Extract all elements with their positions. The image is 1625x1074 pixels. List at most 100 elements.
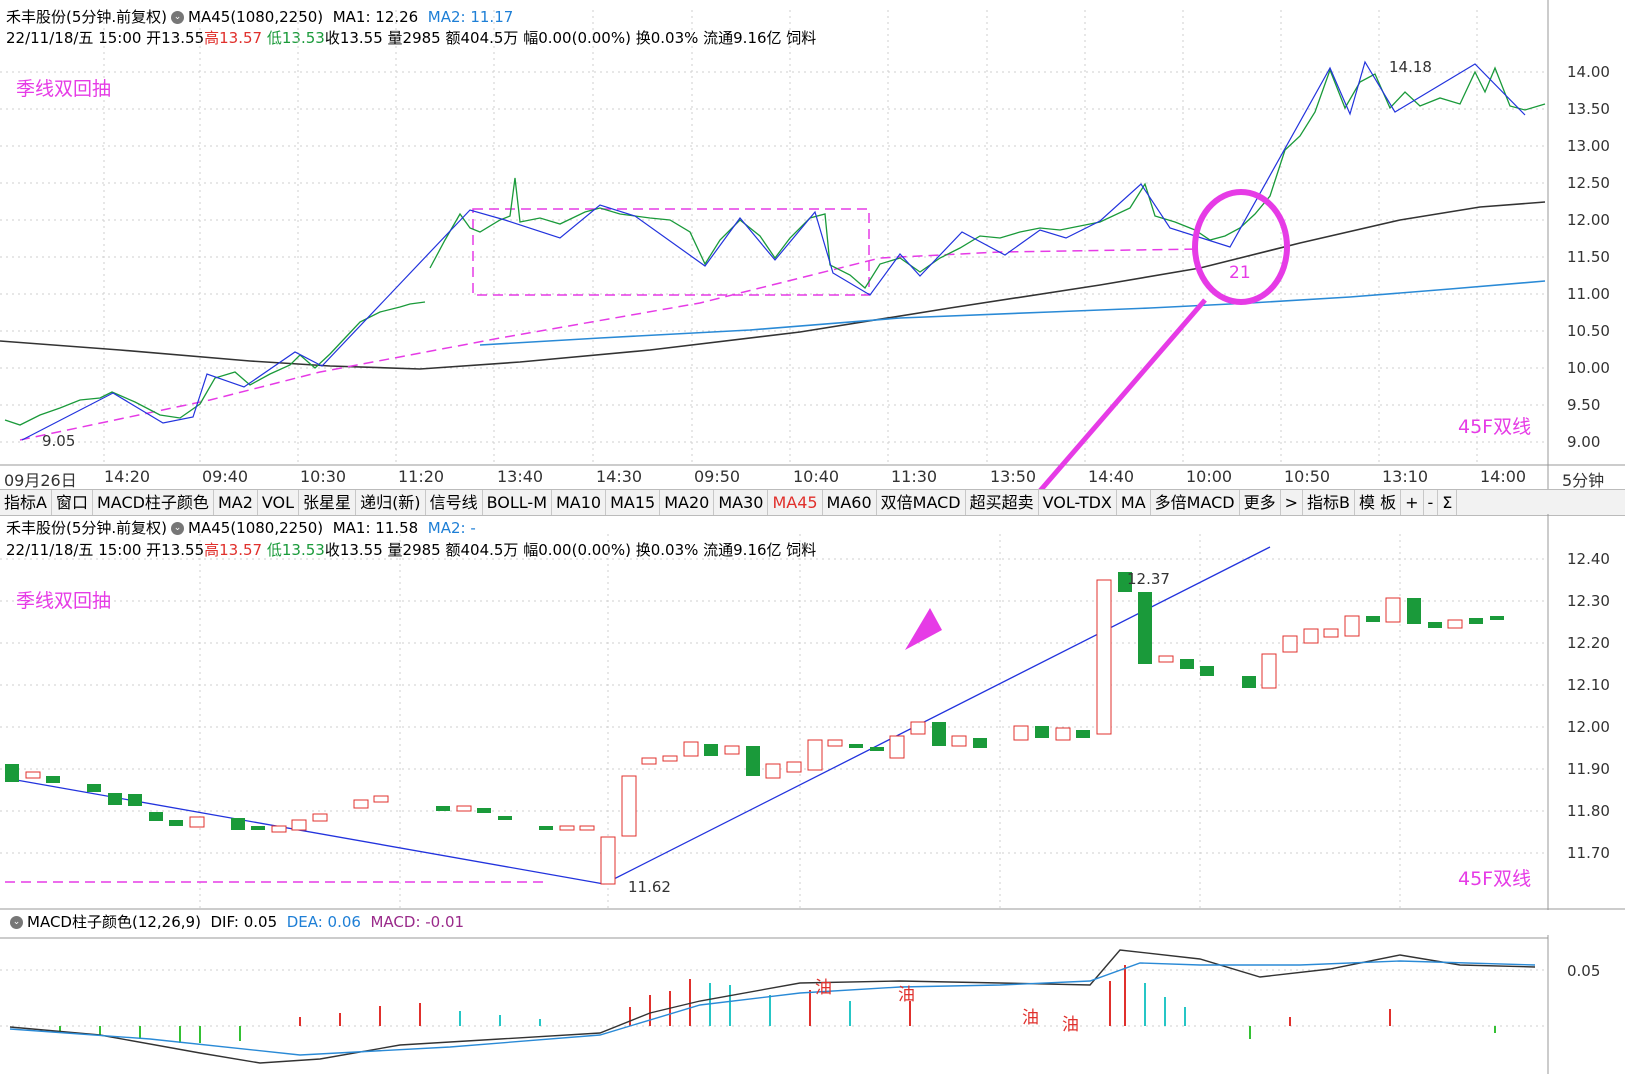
panel2-quote-prefix: 22/11/18/五 15:00 开13.55 — [6, 541, 205, 559]
toolbar-item[interactable]: VOL — [258, 490, 300, 515]
price-label: 11.80 — [1567, 802, 1610, 820]
price-label: 12.00 — [1567, 718, 1610, 736]
indicator-toolbar: 指标A 窗口 MACD柱子颜色 MA2 VOL 张星星 递归(新) 信号线 BOLL-M MA10… — [0, 489, 1625, 516]
price-label: 11.00 — [1567, 285, 1610, 303]
time-label: 09:50 — [694, 467, 741, 486]
toolbar-item[interactable]: 指标B — [1303, 490, 1356, 515]
panel1-annotation-left: 季线双回抽 — [16, 78, 112, 100]
panel2-chart[interactable] — [0, 514, 1625, 910]
price-label: 12.00 — [1567, 211, 1610, 229]
macd-value: MACD: -0.01 — [370, 913, 465, 931]
price-label: 14.00 — [1567, 63, 1610, 81]
macd-dea: DEA: 0.06 — [286, 913, 361, 931]
price-label: 10.50 — [1567, 322, 1610, 340]
oil-mark: 油 — [815, 978, 832, 998]
time-label: 14:20 — [104, 467, 151, 486]
dropdown-icon[interactable]: ⌄ — [10, 916, 23, 929]
price-label: 12.20 — [1567, 634, 1610, 652]
price-label: 12.10 — [1567, 676, 1610, 694]
panel1-high-marker: 14.18 — [1389, 58, 1432, 76]
price-label: 11.70 — [1567, 844, 1610, 862]
toolbar-item[interactable]: 双倍MACD — [877, 490, 966, 515]
toolbar-item[interactable]: MA30 — [714, 490, 769, 515]
panel1-high: 高13.57 — [204, 29, 263, 47]
time-label: 14:40 — [1088, 467, 1135, 486]
price-label: 9.50 — [1567, 396, 1601, 414]
panel1-low: 低13.53 — [266, 29, 325, 47]
panel1-header-line2: 22/11/18/五 15:00 开13.55高13.57 低13.53收13.… — [6, 28, 816, 48]
panel2-high-marker: 12.37 — [1127, 570, 1170, 588]
price-label: 12.50 — [1567, 174, 1610, 192]
price-label: 11.90 — [1567, 760, 1610, 778]
macd-dif: DIF: 0.05 — [210, 913, 278, 931]
macd-chart[interactable] — [0, 935, 1625, 1074]
panel1-annotation-right: 45F双线 — [1458, 416, 1532, 438]
oil-mark: 油 — [898, 985, 915, 1005]
panel2-header-line1: 禾丰股份(5分钟.前复权) ⌄ MA45(1080,2250) MA1: 11.58… — [6, 518, 476, 538]
toolbar-item[interactable]: MA15 — [606, 490, 661, 515]
toolbar-item[interactable]: > — [1281, 490, 1304, 515]
time-label: 10:50 — [1284, 467, 1331, 486]
toolbar-item[interactable]: MACD柱子颜色 — [93, 490, 214, 515]
time-label: 13:40 — [497, 467, 544, 486]
oil-mark: 油 — [1022, 1008, 1039, 1028]
toolbar-item[interactable]: MA20 — [660, 490, 715, 515]
panel2-quote-suffix: 收13.55 量2985 额404.5万 幅0.00(0.00%) 换0.03%… — [324, 541, 817, 559]
price-label: 9.00 — [1567, 433, 1601, 451]
panel2-low-marker: 11.62 — [628, 878, 671, 896]
panel2-high: 高13.57 — [204, 541, 263, 559]
macd-price-label: 0.05 — [1567, 962, 1601, 980]
toolbar-item[interactable]: 信号线 — [426, 490, 483, 515]
dropdown-icon[interactable]: ⌄ — [171, 11, 185, 24]
toolbar-item[interactable]: 指标A — [0, 490, 52, 515]
price-label: 10.00 — [1567, 359, 1610, 377]
panel2-ma2-label: MA2: - — [427, 519, 476, 537]
price-label: 11.50 — [1567, 248, 1610, 266]
panel1-low-marker: 9.05 — [42, 432, 76, 450]
toolbar-item[interactable]: + — [1401, 490, 1424, 515]
panel1-quote-suffix: 收13.55 量2985 额404.5万 幅0.00(0.00%) 换0.03%… — [324, 29, 817, 47]
candles — [5, 572, 1504, 885]
toolbar-item[interactable]: - — [1424, 490, 1439, 515]
panel1-ma45-label: MA45(1080,2250) — [188, 8, 324, 26]
time-label: 09月26日 — [4, 471, 77, 490]
price-label: 13.50 — [1567, 100, 1610, 118]
toolbar-item[interactable]: MA45 — [768, 490, 823, 515]
macd-header: ⌄ MACD柱子颜色(12,26,9) DIF: 0.05 DEA: 0.06 M… — [6, 912, 464, 932]
time-label: 11:20 — [398, 467, 445, 486]
toolbar-item[interactable]: VOL-TDX — [1039, 490, 1117, 515]
toolbar-item[interactable]: 张星星 — [299, 490, 357, 515]
toolbar-item[interactable]: 超买超卖 — [966, 490, 1039, 515]
toolbar-item[interactable]: MA — [1117, 490, 1151, 515]
toolbar-item[interactable]: 多倍MACD — [1151, 490, 1240, 515]
time-label: 13:50 — [990, 467, 1037, 486]
time-label: 09:40 — [202, 467, 249, 486]
price-label: 13.00 — [1567, 137, 1610, 155]
panel1-header-line1: 禾丰股份(5分钟.前复权) ⌄ MA45(1080,2250) MA1: 12.26… — [6, 7, 513, 27]
panel1-quote-prefix: 22/11/18/五 15:00 开13.55 — [6, 29, 205, 47]
panel2-stock-title[interactable]: 禾丰股份(5分钟.前复权) — [6, 519, 168, 537]
panel1-stock-title[interactable]: 禾丰股份(5分钟.前复权) — [6, 8, 168, 26]
toolbar-item[interactable]: BOLL-M — [483, 490, 552, 515]
toolbar-item[interactable]: Σ — [1438, 490, 1458, 515]
macd-label[interactable]: MACD柱子颜色(12,26,9) — [27, 913, 201, 931]
time-label: 11:30 — [891, 467, 938, 486]
toolbar-item[interactable]: MA2 — [214, 490, 258, 515]
toolbar-item[interactable]: 窗口 — [52, 490, 93, 515]
time-label: 13:10 — [1382, 467, 1429, 486]
toolbar-item[interactable]: 模 板 — [1355, 490, 1402, 515]
time-label: 10:00 — [1186, 467, 1233, 486]
time-label: 14:30 — [596, 467, 643, 486]
period-label[interactable]: 5分钟 — [1562, 471, 1605, 490]
panel1-ma2-label: MA2: 11.17 — [427, 8, 514, 26]
price-label: 12.30 — [1567, 592, 1610, 610]
panel2-low: 低13.53 — [266, 541, 325, 559]
toolbar-item[interactable]: MA10 — [552, 490, 607, 515]
panel1-chart[interactable] — [0, 0, 1625, 489]
panel2-header-line2: 22/11/18/五 15:00 开13.55高13.57 低13.53收13.… — [6, 540, 816, 560]
toolbar-item[interactable]: 更多 — [1240, 490, 1281, 515]
toolbar-item[interactable]: 递归(新) — [356, 490, 426, 515]
time-label: 10:40 — [793, 467, 840, 486]
dropdown-icon[interactable]: ⌄ — [171, 522, 185, 535]
toolbar-item[interactable]: MA60 — [823, 490, 877, 515]
